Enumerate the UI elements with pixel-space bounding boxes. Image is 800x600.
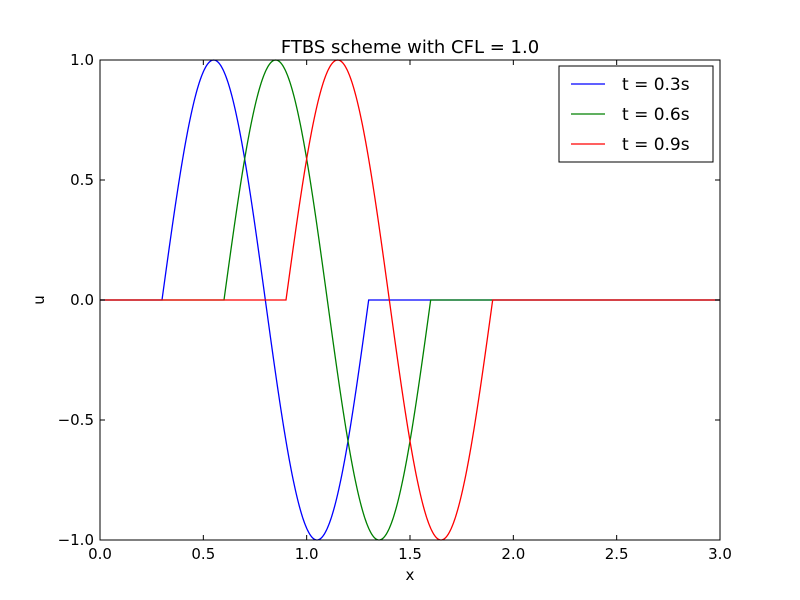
- y-axis-label: u: [30, 295, 48, 305]
- x-tick-label: 2.0: [501, 545, 525, 563]
- x-tick-label: 1.0: [295, 545, 319, 563]
- y-tick-label: −0.5: [58, 411, 94, 429]
- x-tick-label: 2.5: [605, 545, 629, 563]
- x-tick-label: 3.0: [708, 545, 732, 563]
- legend-label-3: t = 0.9s: [622, 135, 690, 155]
- legend-label-1: t = 0.3s: [622, 75, 690, 95]
- series-line-2: [100, 59, 720, 541]
- chart-title: FTBS scheme with CFL = 1.0: [281, 37, 539, 58]
- y-tick-label: −1.0: [58, 531, 94, 549]
- x-axis-label: x: [406, 566, 415, 584]
- ticks-layer: 0.0 0.5 1.0 1.5 2.0 2.5 3.0 −1.0 −0.5 0.0 0.5 1.0: [58, 51, 732, 563]
- x-tick-label: 0.0: [88, 545, 112, 563]
- x-tick-label: 1.5: [398, 545, 422, 563]
- y-tick-label: 0.0: [70, 291, 94, 309]
- legend-label-2: t = 0.6s: [622, 105, 690, 125]
- legend: t = 0.3s t = 0.6s t = 0.9s: [558, 65, 714, 163]
- y-tick-label: 0.5: [70, 171, 94, 189]
- series-layer: [100, 59, 720, 541]
- series-line-3: [100, 59, 720, 541]
- y-tick-label: 1.0: [70, 51, 94, 69]
- x-tick-label: 0.5: [191, 545, 215, 563]
